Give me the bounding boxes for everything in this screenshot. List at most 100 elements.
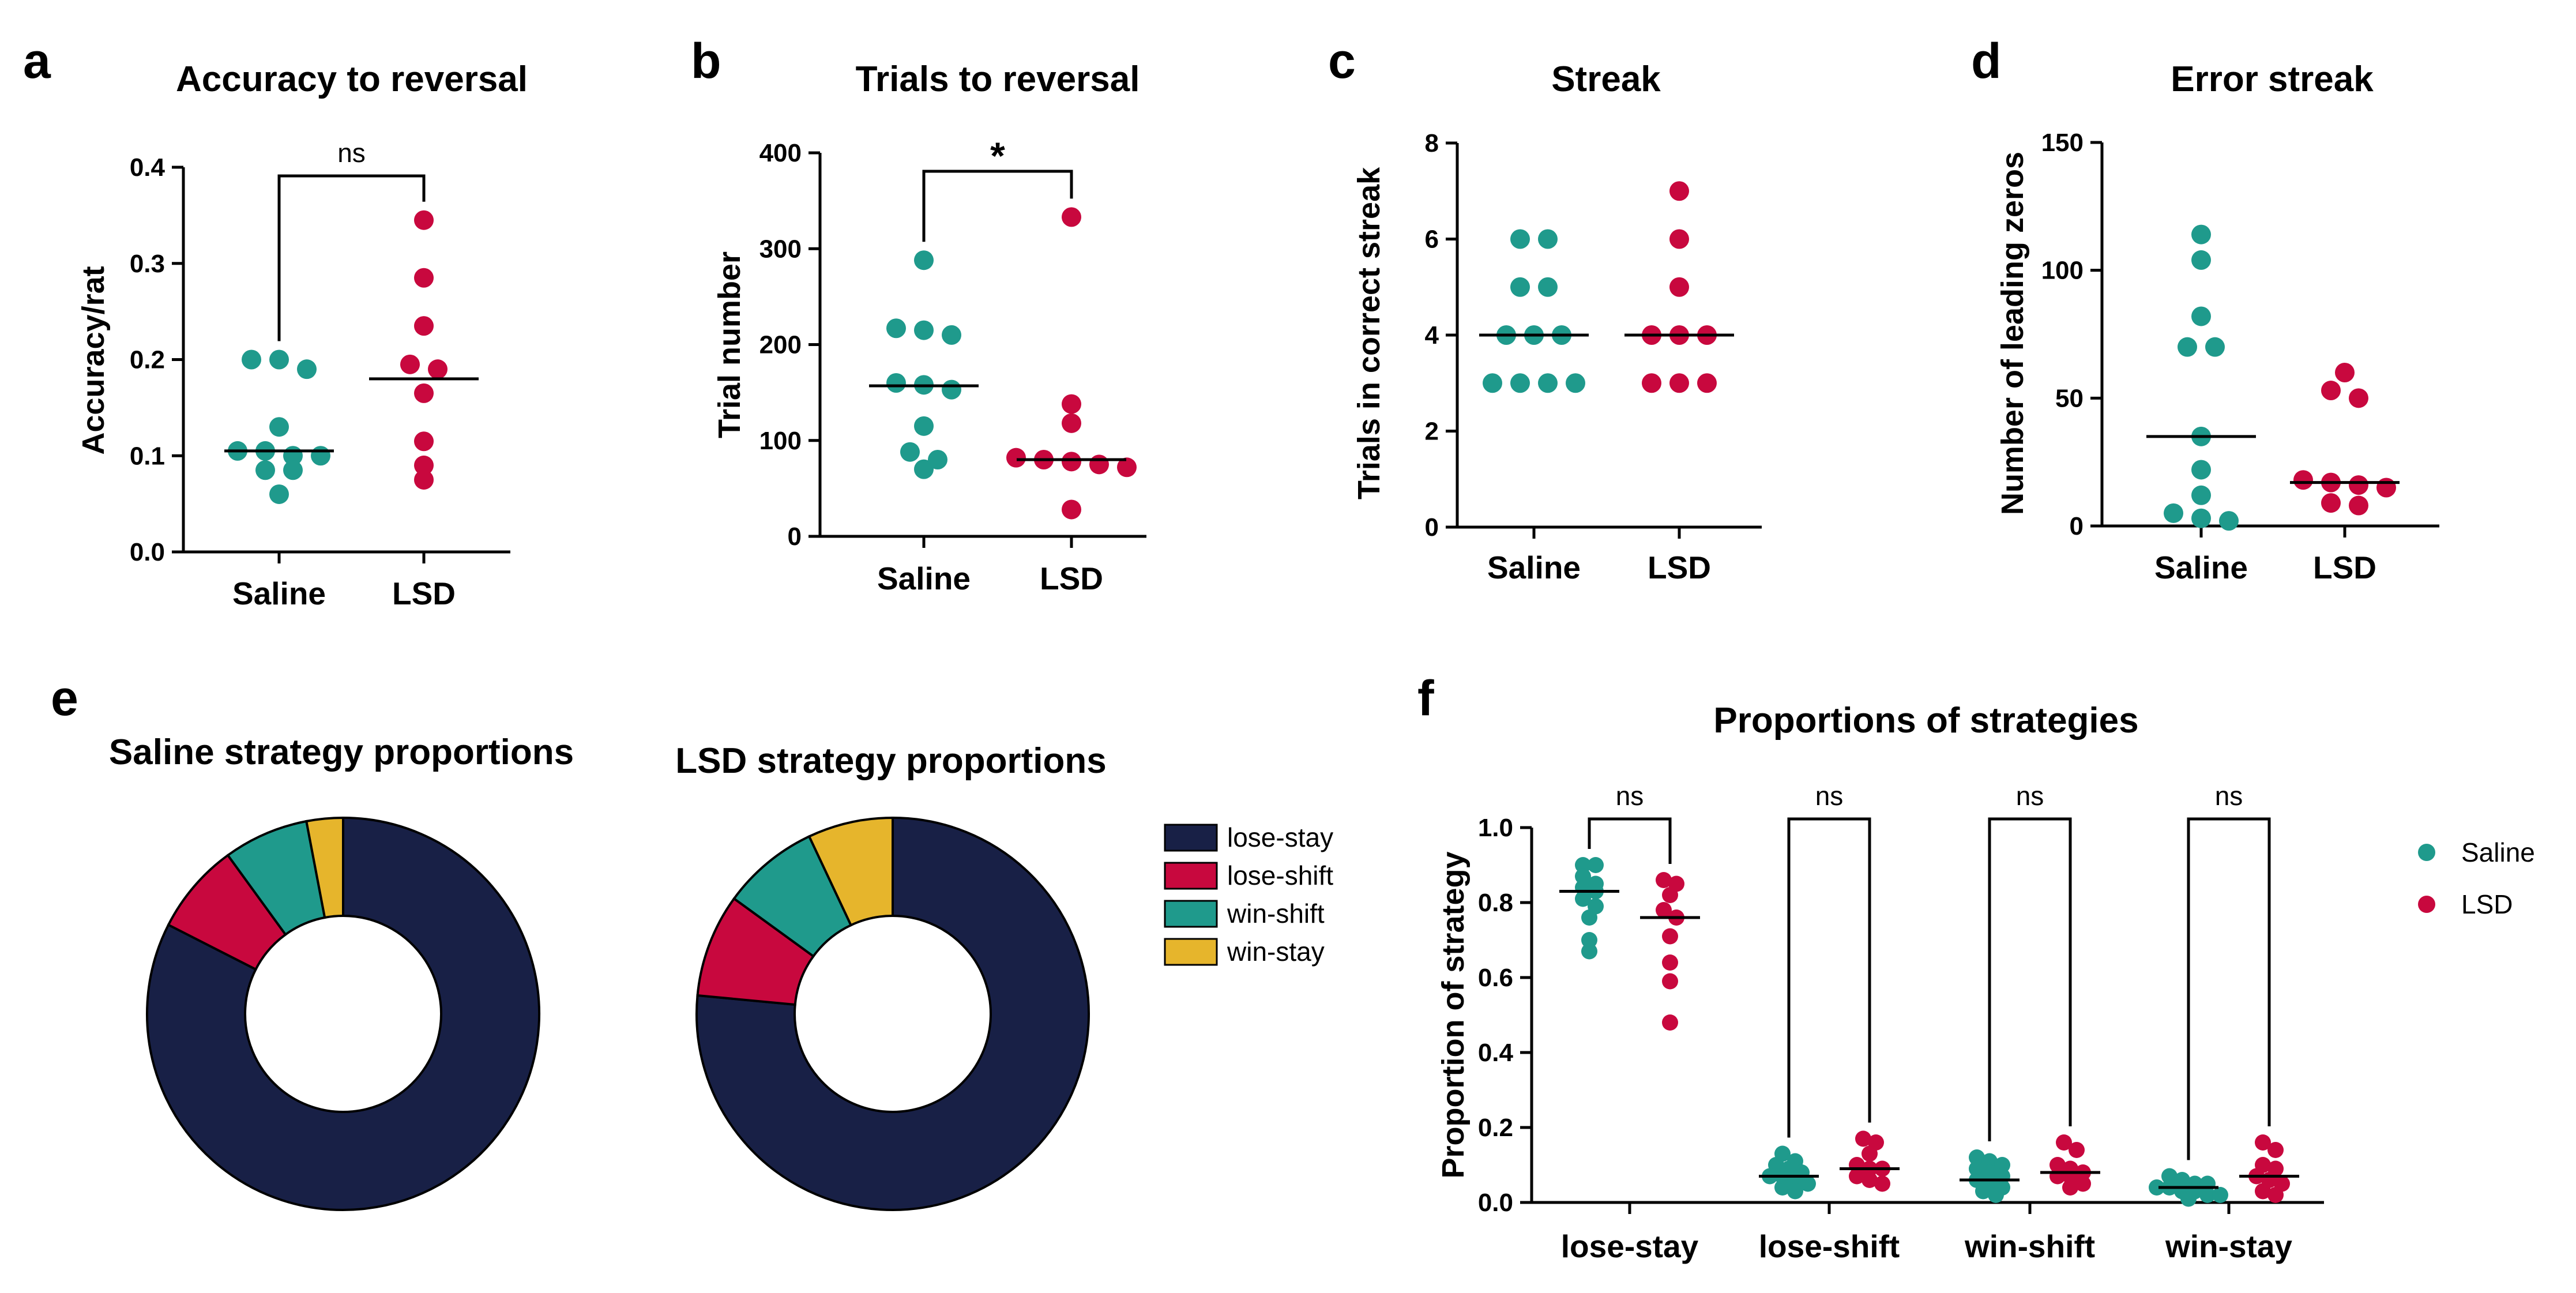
y-tick-label: 0.4: [1478, 1039, 1514, 1067]
data-point: [1062, 394, 1081, 414]
data-point: [1800, 1175, 1816, 1192]
data-point: [1981, 1153, 1998, 1170]
x-category-label: lose-stay: [1561, 1228, 1699, 1264]
data-point: [1969, 1149, 1985, 1166]
data-point: [297, 359, 317, 379]
y-tick-label: 0: [788, 523, 802, 551]
significance-bracket: [922, 170, 1073, 242]
data-point: [2349, 388, 2368, 408]
data-point: [1062, 452, 1081, 472]
data-point: [2075, 1175, 2091, 1192]
y-tick-label: 200: [759, 331, 802, 359]
chart-a-title: Accuracy to reversal: [176, 59, 528, 99]
pie-slice-lose-stay: [146, 816, 540, 1211]
data-point: [414, 316, 434, 336]
data-point: [2149, 1179, 2165, 1196]
data-point: [914, 250, 934, 270]
data-point: [1575, 857, 1591, 873]
x-category-label: win-stay: [2165, 1228, 2292, 1264]
pie-saline: [146, 816, 540, 1211]
significance-label: *: [990, 134, 1005, 177]
data-point: [2376, 478, 2396, 498]
chart-b-ylabel: Trial number: [712, 251, 747, 438]
chart-c: 0 2 4 6 8 Saline LSD: [1425, 129, 1762, 585]
legend-label-win-shift: win-shift: [1227, 899, 1325, 929]
y-tick-label: 100: [2041, 257, 2084, 285]
significance-label: ns: [2016, 781, 2044, 811]
chart-f: 0.0 0.2 0.4 0.6 0.8 1.0 lose-stay ns lose-shift n…: [1478, 781, 2324, 1264]
data-point: [900, 442, 920, 462]
data-point: [1787, 1183, 1803, 1200]
y-tick-label: 0.8: [1478, 889, 1513, 917]
data-point: [1855, 1130, 1871, 1147]
data-point: [2321, 493, 2341, 513]
legend-label-saline: Saline: [2461, 837, 2535, 867]
chart-d: 0 50 100 150 Saline LSD: [2041, 129, 2439, 585]
data-point: [1662, 1014, 1678, 1031]
x-category-label: LSD: [392, 576, 456, 611]
data-point: [1662, 954, 1678, 971]
legend-label-lose-stay: lose-stay: [1227, 822, 1333, 852]
data-point: [914, 459, 934, 479]
data-point: [400, 354, 420, 374]
data-point: [2180, 1190, 2197, 1207]
data-point: [2056, 1134, 2072, 1151]
data-point: [1062, 207, 1081, 227]
chart-a-ylabel: Accuracy/rat: [76, 266, 111, 454]
y-tick-label: 0.0: [1478, 1189, 1513, 1217]
y-tick-label: 100: [759, 427, 802, 455]
data-point: [414, 210, 434, 230]
data-point: [1062, 499, 1081, 520]
data-point: [2161, 1168, 2178, 1185]
data-point: [2219, 511, 2239, 531]
y-tick-label: 0.2: [1478, 1114, 1513, 1142]
x-category-label: LSD: [1648, 550, 1711, 585]
legend-swatch-win-stay: [1164, 938, 1218, 966]
panel-letter-c: c: [1328, 33, 1356, 89]
data-point: [1483, 373, 1502, 393]
y-tick-label: 6: [1425, 225, 1439, 254]
data-point: [2212, 1187, 2228, 1203]
data-point: [2349, 475, 2368, 495]
panel-letter-b: b: [691, 33, 721, 89]
panel-letter-f: f: [1417, 671, 1434, 726]
y-tick-label: 0: [1425, 513, 1439, 542]
data-point: [283, 460, 303, 480]
data-point: [1988, 1187, 2004, 1203]
y-tick-label: 0.2: [130, 346, 165, 374]
data-point: [2191, 250, 2211, 270]
panel-letter-a: a: [23, 33, 51, 89]
data-point: [2049, 1157, 2066, 1173]
y-tick-label: 0: [2070, 512, 2084, 540]
legend-marker-lsd: [2418, 896, 2435, 913]
data-point: [1662, 887, 1678, 903]
y-tick-label: 0.6: [1478, 964, 1513, 992]
data-point: [414, 469, 434, 490]
data-point: [2178, 337, 2197, 357]
y-tick-label: 1.0: [1478, 814, 1513, 842]
data-point: [414, 268, 434, 288]
x-category-label: Saline: [1487, 550, 1581, 585]
data-point: [1575, 868, 1591, 885]
data-point: [914, 320, 934, 340]
data-point: [1669, 373, 1689, 393]
significance-label: ns: [1815, 781, 1844, 811]
pie-saline-title: Saline strategy proportions: [109, 732, 574, 772]
data-point: [1697, 373, 1717, 393]
x-category-label: Saline: [232, 576, 326, 611]
chart-b-title: Trials to reversal: [856, 59, 1140, 99]
y-tick-label: 4: [1425, 321, 1439, 349]
chart-c-title: Streak: [1551, 59, 1661, 99]
y-tick-label: 0.0: [130, 538, 165, 566]
data-point: [2349, 495, 2368, 516]
data-point: [1062, 413, 1081, 433]
data-point: [1849, 1168, 1865, 1185]
y-tick-label: 300: [759, 235, 802, 263]
chart-f-title: Proportions of strategies: [1713, 701, 2138, 741]
data-point: [1862, 1145, 1878, 1162]
significance-bracket: [277, 174, 426, 341]
data-point: [1662, 928, 1678, 945]
x-category-label: Saline: [877, 561, 971, 596]
data-point: [1575, 890, 1591, 907]
data-point: [1581, 932, 1597, 948]
